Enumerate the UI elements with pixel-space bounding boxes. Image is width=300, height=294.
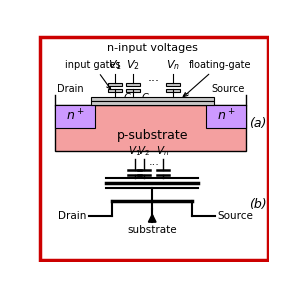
Text: $V_2$: $V_2$ xyxy=(126,59,140,72)
Text: (b): (b) xyxy=(249,198,266,211)
Bar xyxy=(166,89,180,92)
Text: floating-gate: floating-gate xyxy=(184,60,251,96)
Text: Source: Source xyxy=(218,211,253,221)
Text: $n^+$: $n^+$ xyxy=(217,108,236,124)
Text: ...: ... xyxy=(148,71,160,84)
Text: input gates: input gates xyxy=(65,60,121,89)
Text: $V_n$: $V_n$ xyxy=(156,144,170,158)
Text: Source: Source xyxy=(211,84,244,94)
Bar xyxy=(108,83,122,86)
Text: $n^+$: $n^+$ xyxy=(66,108,85,124)
Text: $V_2$: $V_2$ xyxy=(137,144,150,158)
Text: $V_1$: $V_1$ xyxy=(108,59,122,72)
Text: $C_2$: $C_2$ xyxy=(141,91,153,105)
Text: $V_n$: $V_n$ xyxy=(166,59,180,72)
Bar xyxy=(91,101,214,105)
Text: Drain: Drain xyxy=(57,84,83,94)
Text: $V_1$: $V_1$ xyxy=(128,144,141,158)
Text: p-substrate: p-substrate xyxy=(116,129,188,142)
Bar xyxy=(126,89,140,92)
Text: n-input voltages: n-input voltages xyxy=(107,43,198,53)
Bar xyxy=(55,105,246,151)
Text: $C_1$: $C_1$ xyxy=(123,91,135,105)
Text: Drain: Drain xyxy=(58,211,87,221)
Text: (a): (a) xyxy=(249,117,266,130)
Bar xyxy=(126,83,140,86)
Text: $C_n$: $C_n$ xyxy=(181,91,193,105)
Bar xyxy=(55,105,95,128)
Bar xyxy=(91,97,214,101)
Text: ...: ... xyxy=(148,157,159,167)
Text: substrate: substrate xyxy=(128,225,177,235)
Bar xyxy=(206,105,246,128)
Bar xyxy=(108,89,122,92)
Bar xyxy=(166,83,180,86)
